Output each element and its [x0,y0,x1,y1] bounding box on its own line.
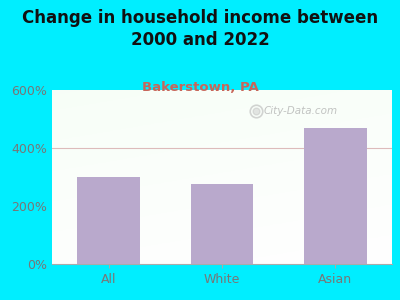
Text: Change in household income between
2000 and 2022: Change in household income between 2000 … [22,9,378,49]
Bar [304,128,366,264]
Text: Bakerstown, PA: Bakerstown, PA [142,81,258,94]
Bar [191,184,253,264]
Text: City-Data.com: City-Data.com [263,106,337,116]
Bar [78,177,140,264]
